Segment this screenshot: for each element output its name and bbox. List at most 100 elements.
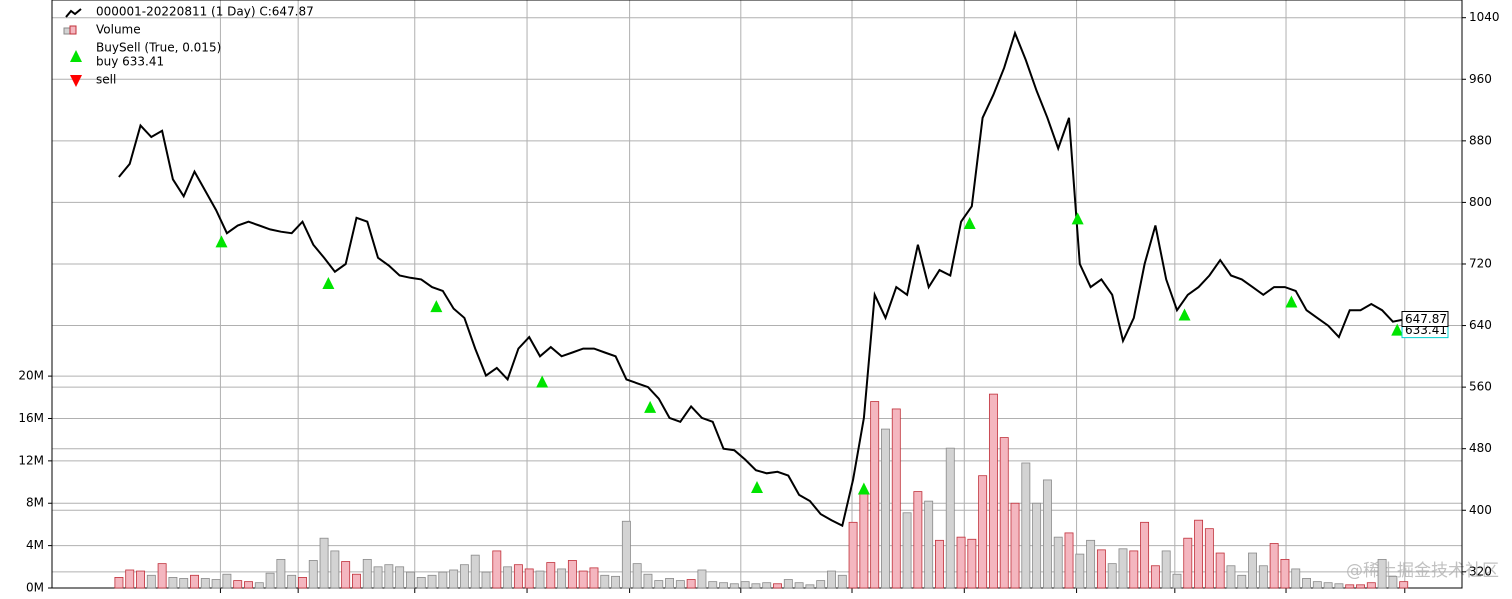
volume-bar <box>1053 536 1063 589</box>
volume-bar <box>405 571 415 589</box>
legend-line-icon <box>65 8 82 18</box>
volume-bar <box>546 562 556 589</box>
volume-bar <box>1345 584 1355 589</box>
volume-bar <box>891 408 901 589</box>
volume-bar <box>459 564 469 589</box>
volume-bar <box>200 578 210 589</box>
plot-frame <box>51 0 1463 589</box>
volume-bar <box>319 537 329 589</box>
volume-bar <box>1388 575 1398 589</box>
volume-bar <box>848 521 858 589</box>
volume-bar <box>1312 581 1322 589</box>
volume-bar <box>1172 573 1182 589</box>
y2-tick-label: 20M <box>18 369 44 383</box>
volume-bar <box>168 577 178 589</box>
y-tick-label: 560 <box>1469 380 1492 394</box>
volume-bar <box>632 563 642 589</box>
buy-marker <box>536 375 549 388</box>
volume-bar <box>190 574 199 589</box>
volume-bar <box>1129 550 1139 589</box>
y-tick-label: 480 <box>1469 441 1492 455</box>
y2-tick-label: 16M <box>18 411 44 425</box>
buy-marker <box>963 216 976 229</box>
volume-bar <box>1226 565 1236 589</box>
volume-bar <box>222 573 232 589</box>
volume-bar <box>1237 574 1247 589</box>
volume-bar <box>924 500 934 589</box>
legend: 000001-20220811 (1 Day) C:647.87 Volume Bu… <box>63 5 314 87</box>
volume-bar <box>233 580 243 589</box>
close-line <box>118 30 1404 528</box>
buy-marker <box>1071 212 1084 225</box>
y-tick-label: 1040 <box>1469 10 1500 24</box>
volume-bar <box>1042 479 1052 589</box>
volume-bar <box>330 550 340 589</box>
volume-bar <box>567 560 577 589</box>
volume-bar <box>1269 543 1279 589</box>
volume-bar <box>1291 568 1301 589</box>
volume-bar <box>988 393 998 589</box>
volume-bar <box>665 578 674 589</box>
buy-marker <box>1178 308 1191 321</box>
volume-bar <box>384 564 394 589</box>
volume-bar <box>1183 537 1193 589</box>
volume-bar <box>621 520 631 589</box>
volume-bar <box>513 564 523 589</box>
volume-bar <box>427 574 437 589</box>
volume-bar <box>1032 502 1042 589</box>
volume-bar <box>438 571 448 589</box>
close-tag-box <box>1401 310 1449 327</box>
y-tick-label: 800 <box>1469 195 1492 209</box>
volume-bar <box>481 571 491 589</box>
legend-buy-icon <box>70 50 82 62</box>
volume-bar <box>881 428 890 589</box>
volume-bar <box>816 580 826 589</box>
buy-marker <box>430 300 443 313</box>
volume-bar <box>298 577 307 589</box>
volume-bar <box>1118 548 1128 589</box>
buy-marker <box>322 276 335 289</box>
volume-bar <box>643 573 653 589</box>
y-tick-label: 880 <box>1469 133 1492 147</box>
buy-marker <box>751 480 763 493</box>
volume-bar <box>1150 565 1160 589</box>
volume-bar <box>1075 553 1085 589</box>
volume-bar <box>1302 578 1311 589</box>
volume-bar <box>589 567 599 589</box>
volume-bar <box>362 558 372 589</box>
volume-bar <box>308 560 318 589</box>
volume-bar <box>276 558 286 589</box>
y2-tick-label: 4M <box>26 538 44 552</box>
y2-tick-label: 0M <box>26 581 44 595</box>
volume-bar <box>794 582 804 589</box>
volume-bar <box>729 583 739 589</box>
legend-label: sell <box>96 73 116 87</box>
volume-bar <box>827 570 836 589</box>
volume-bar <box>1377 558 1387 589</box>
legend-label: BuySell (True, 0.015) <box>96 41 221 55</box>
volume-bar <box>179 578 189 589</box>
volume-bar <box>535 570 545 589</box>
legend-label: Volume <box>96 23 141 37</box>
volume-bar <box>956 536 966 589</box>
volume-bar <box>762 582 772 589</box>
legend-label: buy 633.41 <box>96 55 164 69</box>
volume-bar <box>686 579 696 589</box>
volume-bar <box>773 583 782 589</box>
buy-marker <box>644 400 657 413</box>
buy-marker <box>1391 323 1404 336</box>
volume-bar <box>352 573 361 589</box>
volume-bar <box>1366 582 1376 589</box>
volume-bar <box>416 577 426 589</box>
buy-marker <box>215 235 228 248</box>
y-tick-label: 640 <box>1469 318 1492 332</box>
volume-bar <box>837 574 847 589</box>
volume-bar <box>244 581 253 589</box>
volume-bar <box>978 475 988 589</box>
volume-bar <box>1194 519 1204 589</box>
volume-bar <box>1140 521 1150 589</box>
volume-bar <box>1399 581 1409 589</box>
volume-bar <box>395 566 405 589</box>
volume-bar <box>114 577 124 589</box>
volume-bar <box>373 566 383 589</box>
